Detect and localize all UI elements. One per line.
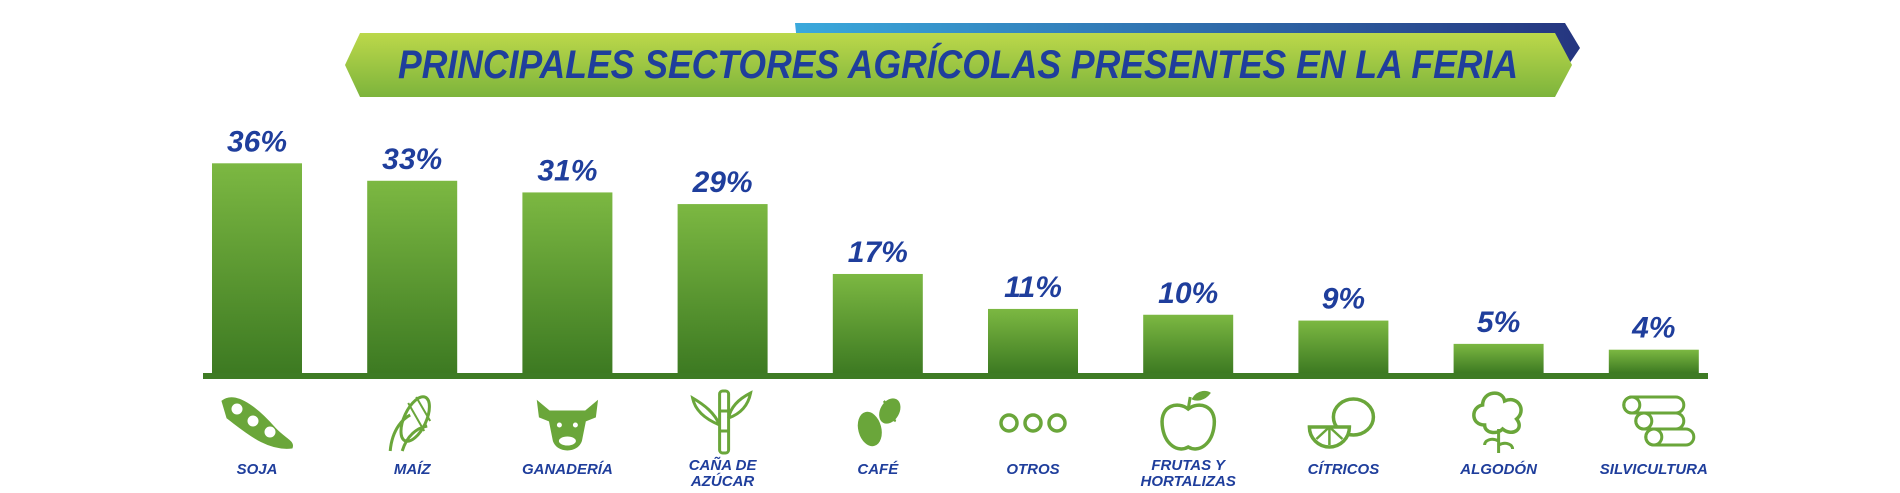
- bar-9: [1608, 349, 1699, 373]
- value-label-4: 17%: [848, 236, 908, 269]
- category-labels-layer: SOJA MAÍZ GANADERÍA CAÑA DE AZÚCAR CAFÉ OTROS F…: [237, 456, 1708, 490]
- category-label-9: SILVICULTURA: [1600, 461, 1708, 478]
- corn-icon: [388, 395, 432, 452]
- value-label-8: 5%: [1477, 306, 1520, 339]
- bar-8: [1453, 343, 1544, 373]
- bar-7: [1298, 320, 1389, 373]
- category-label-7: CÍTRICOS: [1308, 461, 1380, 478]
- citrus-icon: [1307, 397, 1376, 449]
- cow-icon: [536, 399, 599, 451]
- category-label-4-line-0: CAFÉ: [857, 461, 899, 478]
- bar-1: [367, 180, 458, 373]
- value-label-6: 10%: [1158, 277, 1218, 310]
- bar-5: [988, 308, 1078, 373]
- chart-title: PRINCIPALES SECTORES AGRÍCOLAS PRESENTES…: [398, 42, 1518, 87]
- cotton-icon: [1472, 391, 1523, 453]
- soybean-icon: [221, 397, 294, 449]
- category-label-3-line-0: CAÑA DE: [689, 456, 758, 474]
- category-label-4: CAFÉ: [857, 461, 899, 478]
- category-label-6-line-1: HORTALIZAS: [1141, 473, 1236, 490]
- value-label-3: 29%: [692, 166, 753, 199]
- category-label-5-line-0: OTROS: [1006, 461, 1059, 478]
- category-label-2: GANADERÍA: [522, 461, 613, 478]
- category-label-8: ALGODÓN: [1459, 460, 1538, 478]
- logs-icon: [1622, 395, 1696, 447]
- value-label-7: 9%: [1322, 283, 1365, 316]
- category-label-9-line-0: SILVICULTURA: [1600, 461, 1708, 478]
- category-label-6: FRUTAS Y HORTALIZAS: [1141, 457, 1236, 490]
- value-label-2: 31%: [537, 154, 597, 187]
- bar-0: [212, 163, 302, 373]
- title-banner: PRINCIPALES SECTORES AGRÍCOLAS PRESENTES…: [345, 23, 1580, 97]
- apple-icon: [1160, 390, 1216, 451]
- value-label-0: 36%: [227, 125, 287, 158]
- value-label-9: 4%: [1631, 312, 1675, 345]
- value-label-5: 11%: [1004, 271, 1062, 304]
- three-dots-icon: [999, 413, 1067, 433]
- value-label-1: 33%: [382, 143, 442, 176]
- bar-6: [1143, 314, 1234, 373]
- category-label-0: SOJA: [237, 461, 278, 478]
- bar-2: [522, 192, 613, 373]
- icons-layer: [221, 389, 1696, 455]
- category-label-6-line-0: FRUTAS Y: [1151, 457, 1227, 474]
- coffee-bean-icon: [857, 398, 901, 447]
- category-label-2-line-0: GANADERÍA: [522, 461, 613, 478]
- category-label-3: CAÑA DE AZÚCAR: [689, 456, 758, 490]
- category-label-8-line-0: ALGODÓN: [1459, 460, 1538, 478]
- category-label-3-line-1: AZÚCAR: [690, 472, 754, 490]
- category-label-0-line-0: SOJA: [237, 461, 278, 478]
- x-axis-baseline: [203, 373, 1708, 379]
- bars-layer: 36% 33% 31% 29% 17% 11% 10% 9% 5% 4%: [212, 125, 1699, 373]
- category-label-5: OTROS: [1006, 461, 1059, 478]
- sugarcane-icon: [690, 389, 753, 455]
- bar-3: [677, 204, 768, 373]
- category-label-1-line-0: MAÍZ: [394, 461, 431, 478]
- bar-4: [832, 273, 923, 373]
- banner-green-ribbon: [345, 33, 1572, 97]
- category-label-1: MAÍZ: [394, 461, 431, 478]
- category-label-7-line-0: CÍTRICOS: [1308, 461, 1380, 478]
